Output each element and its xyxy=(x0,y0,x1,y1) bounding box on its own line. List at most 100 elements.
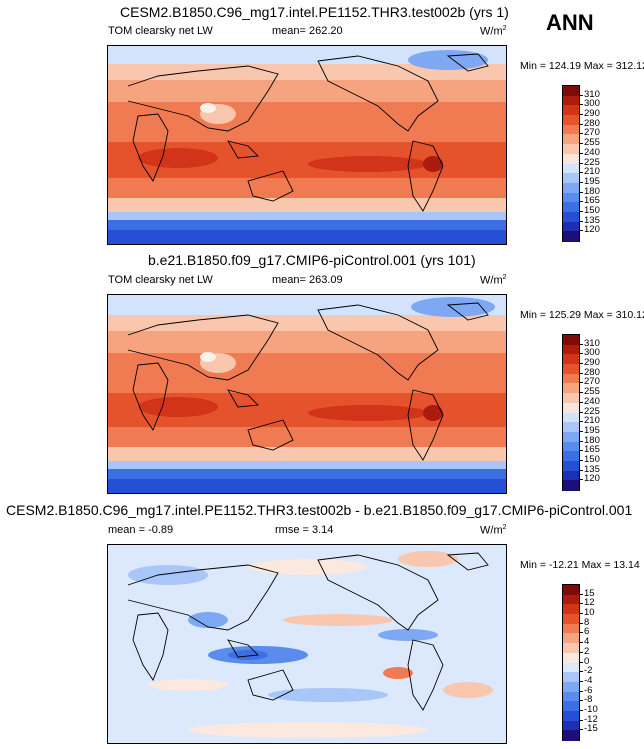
colorbar-swatch xyxy=(563,623,579,634)
colorbar-tick-label: 280 xyxy=(584,117,600,129)
colorbar-swatch xyxy=(563,730,579,741)
colorbar-tick-mark xyxy=(579,651,583,653)
colorbar-tick-label: 210 xyxy=(584,166,600,178)
colorbar-swatch xyxy=(563,652,579,663)
colorbar-tick-mark xyxy=(579,729,583,731)
colorbar-tick-mark xyxy=(579,372,583,374)
colorbar-tick-label: 150 xyxy=(584,453,600,465)
colorbar-tick-mark xyxy=(579,353,583,355)
colorbar-swatch xyxy=(563,173,579,184)
colorbar-swatch xyxy=(563,643,579,654)
colorbar-swatch xyxy=(563,720,579,731)
colorbar-tick-label: 310 xyxy=(584,88,600,100)
panel1-variable: TOM clearsky net LW xyxy=(108,25,213,37)
colorbar-swatch xyxy=(563,211,579,223)
panel2-mean-value: 263.09 xyxy=(309,274,343,286)
panel1-mean: mean= 262.20 xyxy=(272,25,343,37)
colorbar-tick-mark xyxy=(579,632,583,634)
panel2-title: b.e21.B1850.f09_g17.CMIP6-piControl.001 … xyxy=(148,252,476,268)
panel3-units: W/m2 xyxy=(480,524,507,537)
colorbar-swatch xyxy=(563,182,579,194)
panel2-mean-label: mean= xyxy=(272,274,306,286)
colorbar-tick-mark xyxy=(579,469,583,471)
colorbar-tick-label: 240 xyxy=(584,146,600,158)
colorbar-swatch xyxy=(563,364,579,375)
colorbar-swatch xyxy=(563,681,579,693)
colorbar-swatch xyxy=(563,701,579,712)
panel3-rmse: rmse = 3.14 xyxy=(275,524,333,536)
colorbar-tick-label: 270 xyxy=(584,127,600,139)
colorbar-tick-mark xyxy=(579,411,583,413)
colorbar-swatch xyxy=(563,402,579,413)
colorbar-swatch xyxy=(563,585,579,596)
colorbar-tick-label: 135 xyxy=(584,214,600,226)
colorbar-tick-label: -6 xyxy=(584,684,593,696)
colorbar-tick-label: 280 xyxy=(584,366,600,378)
colorbar-swatch xyxy=(563,163,579,174)
colorbar-tick-label: 195 xyxy=(584,175,600,187)
colorbar-swatch xyxy=(563,691,579,702)
season-label: ANN xyxy=(546,10,594,35)
colorbar-tick-mark xyxy=(579,613,583,615)
colorbar-tick-mark xyxy=(579,230,583,232)
colorbar-tick-mark xyxy=(579,104,583,106)
colorbar-swatch xyxy=(563,672,579,683)
colorbar-tick-label: 290 xyxy=(584,357,600,369)
colorbar-swatch xyxy=(563,614,579,625)
colorbar-tick-mark xyxy=(579,363,583,365)
colorbar-tick-mark xyxy=(579,181,583,183)
colorbar-tick-mark xyxy=(579,642,583,644)
colorbar-swatch xyxy=(563,710,579,722)
panel3-units-exp: 2 xyxy=(502,524,507,531)
colorbar-tick-label: 255 xyxy=(584,137,600,149)
colorbar-tick-mark xyxy=(579,392,583,394)
panel1-units: W/m2 xyxy=(480,25,507,38)
panel1-colorbar xyxy=(562,85,580,242)
colorbar-tick-label: 8 xyxy=(584,616,590,628)
colorbar-tick-mark xyxy=(579,133,583,135)
colorbar-swatch xyxy=(563,115,579,126)
colorbar-swatch xyxy=(563,594,579,605)
colorbar-tick-label: 165 xyxy=(584,195,600,207)
colorbar-tick-label: 150 xyxy=(584,204,600,216)
colorbar-swatch xyxy=(563,202,579,213)
colorbar-tick-mark xyxy=(579,201,583,203)
colorbar-swatch xyxy=(563,393,579,404)
panel2-variable: TOM clearsky net LW xyxy=(108,274,213,286)
panel3-rmse-label: rmse = xyxy=(275,524,309,536)
colorbar-swatch xyxy=(563,95,579,106)
colorbar-tick-mark xyxy=(579,152,583,154)
colorbar-tick-mark xyxy=(579,143,583,145)
colorbar-tick-label: -2 xyxy=(584,665,593,677)
colorbar-swatch xyxy=(563,604,579,615)
panel1-title: CESM2.B1850.C96_mg17.intel.PE1152.THR3.t… xyxy=(120,4,509,20)
panel2-units-exp: 2 xyxy=(502,274,507,281)
colorbar-tick-mark xyxy=(579,709,583,711)
colorbar-tick-label: 6 xyxy=(584,626,590,638)
colorbar-swatch xyxy=(563,354,579,365)
panel1-mean-label: mean= xyxy=(272,25,306,37)
colorbar-tick-label: -12 xyxy=(584,713,598,725)
colorbar-tick-mark xyxy=(579,382,583,384)
colorbar-tick-label: 240 xyxy=(584,395,600,407)
colorbar-tick-label: -4 xyxy=(584,674,593,686)
colorbar-tick-label: -10 xyxy=(584,703,598,715)
colorbar-tick-mark xyxy=(579,123,583,125)
colorbar-swatch xyxy=(563,231,579,242)
colorbar-tick-mark xyxy=(579,440,583,442)
colorbar-tick-label: 310 xyxy=(584,337,600,349)
colorbar-tick-label: 290 xyxy=(584,108,600,120)
colorbar-swatch xyxy=(563,124,579,135)
colorbar-tick-mark xyxy=(579,622,583,624)
panel2-map xyxy=(107,294,507,494)
colorbar-tick-label: 270 xyxy=(584,376,600,388)
panel2-colorbar xyxy=(562,334,580,491)
panel3-units-base: W/m xyxy=(480,524,503,537)
colorbar-swatch xyxy=(563,662,579,673)
panel3-mean-label: mean = xyxy=(108,524,145,536)
colorbar-swatch xyxy=(563,344,579,355)
colorbar-tick-mark xyxy=(579,114,583,116)
colorbar-tick-label: 300 xyxy=(584,347,600,359)
colorbar-tick-label: 180 xyxy=(584,185,600,197)
panel3-mean: mean = -0.89 xyxy=(108,524,173,536)
